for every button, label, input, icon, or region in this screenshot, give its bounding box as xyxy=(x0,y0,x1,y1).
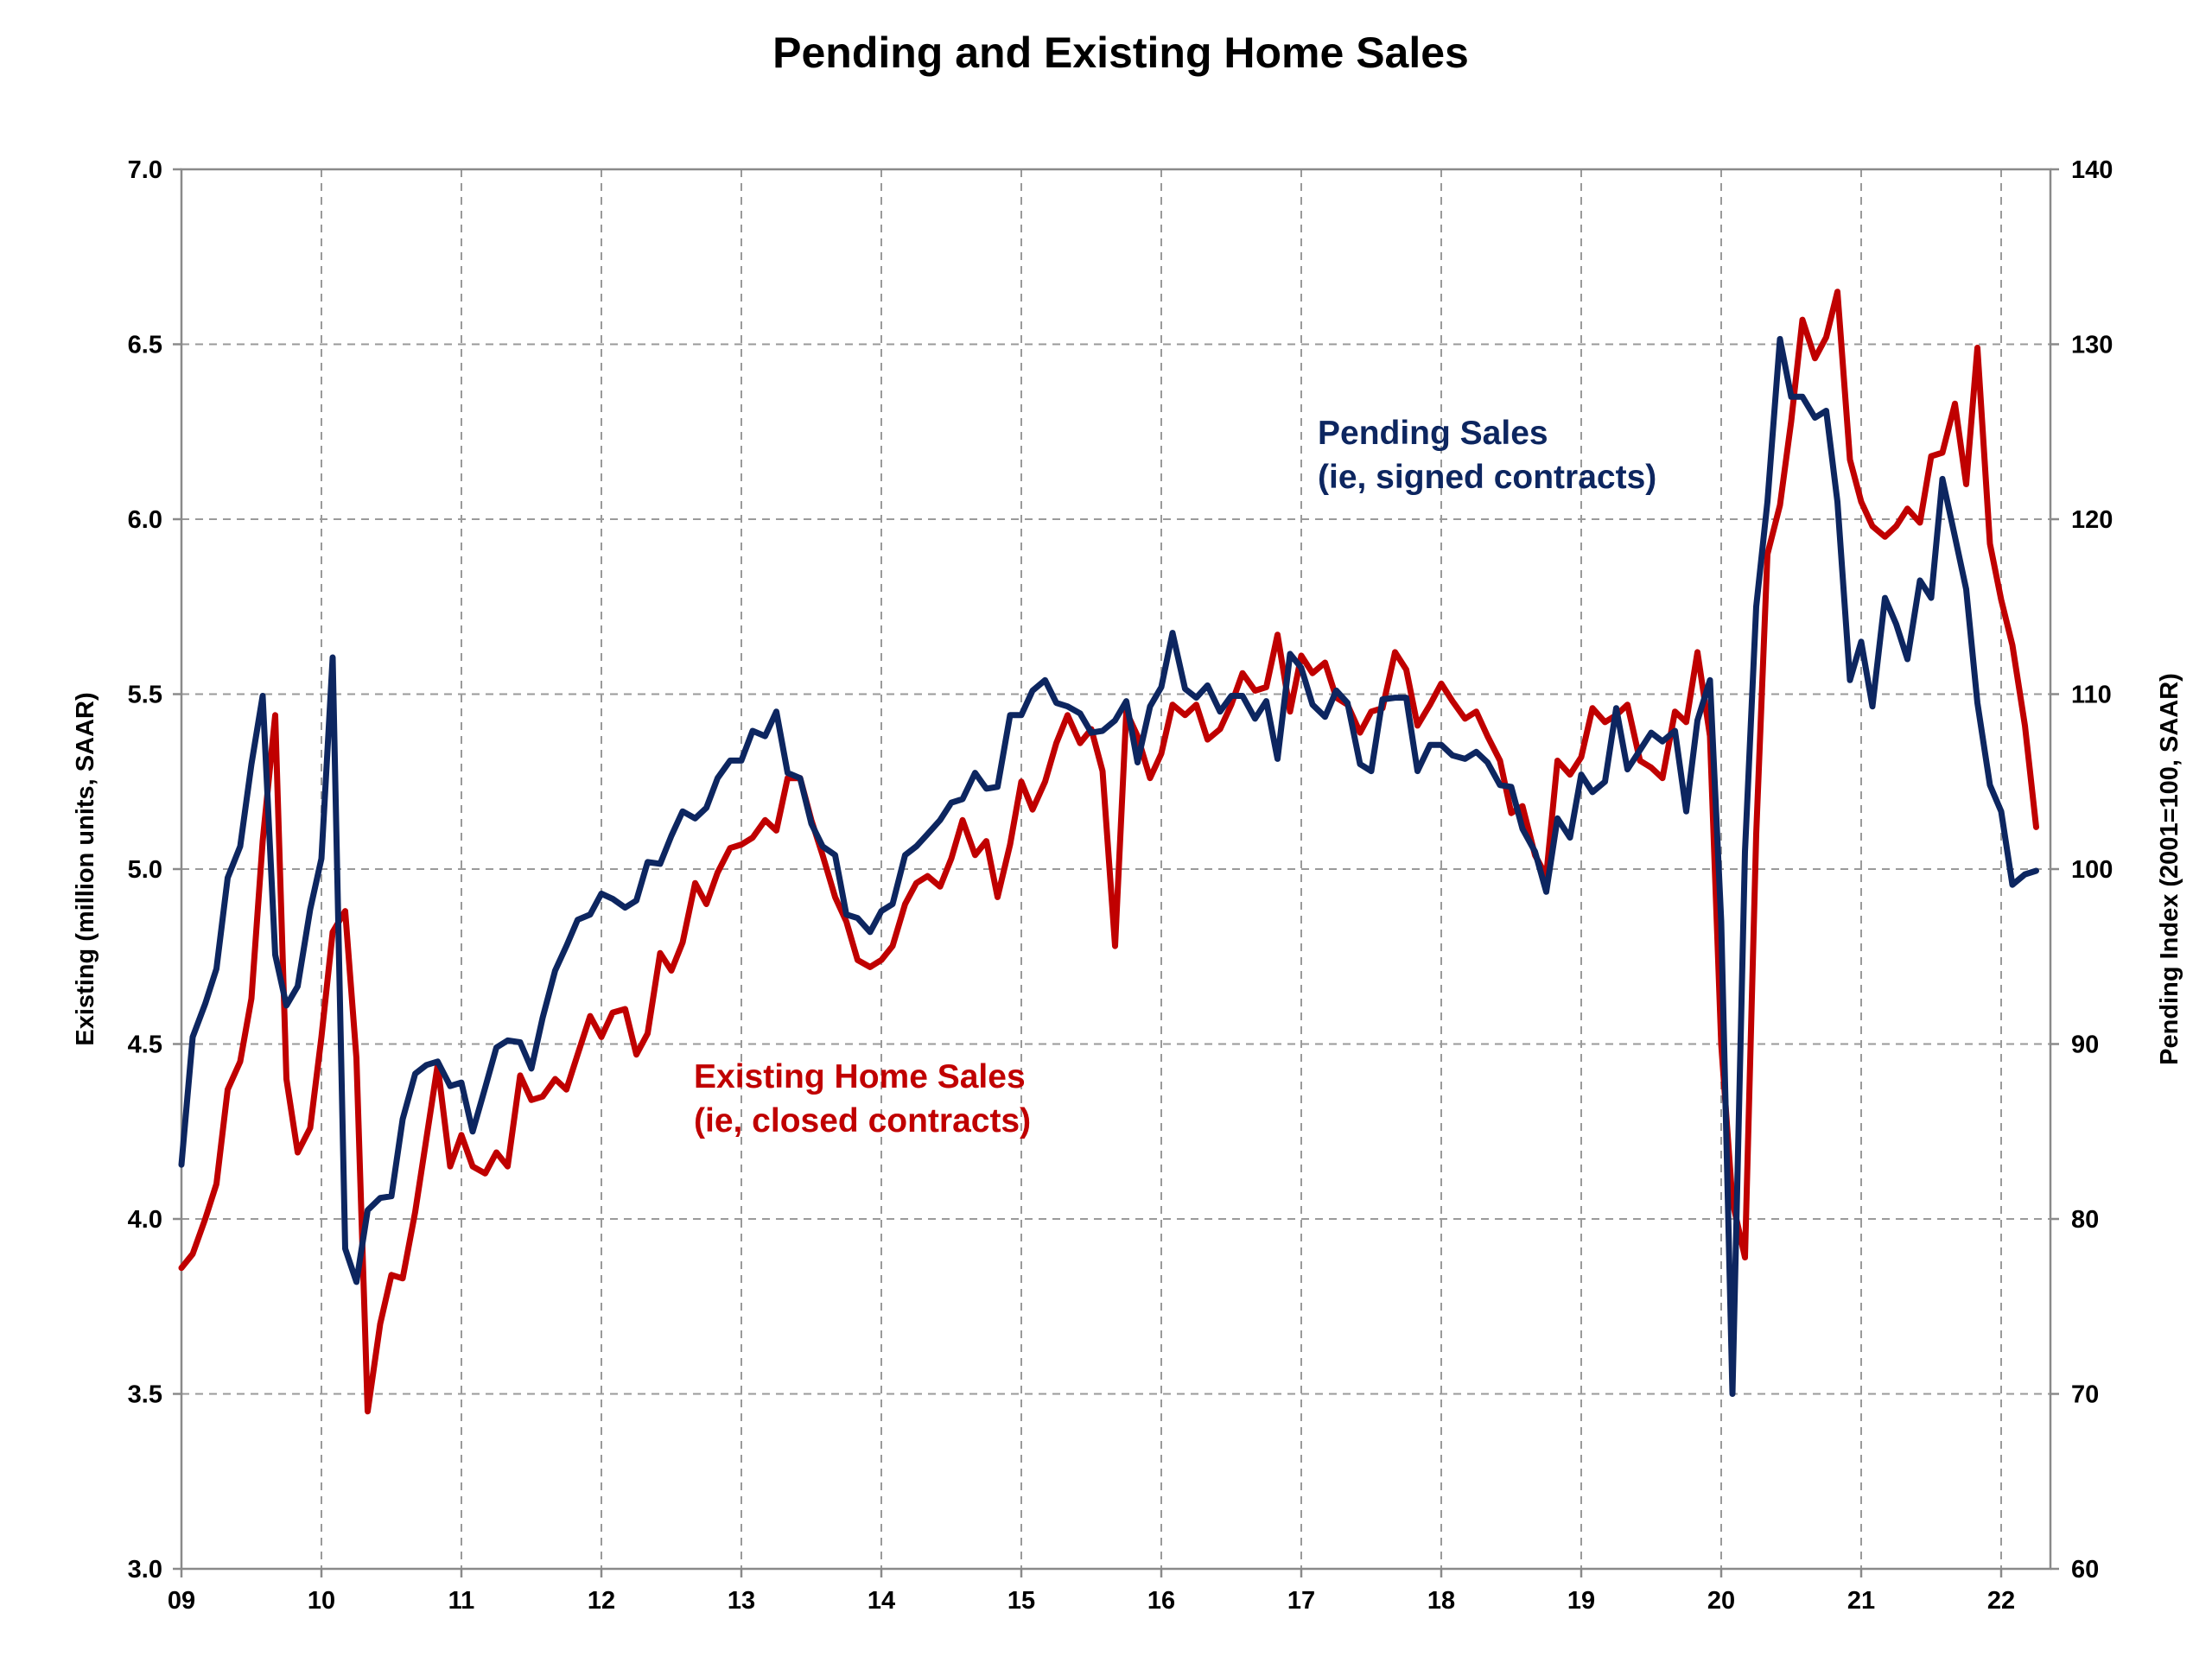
y-right-tick-label: 140 xyxy=(2071,156,2113,184)
x-tick-label: 11 xyxy=(448,1587,475,1615)
y-right-tick-label: 80 xyxy=(2071,1206,2099,1234)
series-layer xyxy=(178,289,2039,1415)
annotation-pending-sales: Pending Sales (ie, signed contracts) xyxy=(1318,415,1656,496)
y-left-tick-label: 5.5 xyxy=(128,682,162,709)
chart-title: Pending and Existing Home Sales xyxy=(772,29,1469,77)
y-left-tick-label: 3.5 xyxy=(128,1381,162,1409)
y-right-tick-label: 120 xyxy=(2071,506,2113,534)
y-right-tick-label: 60 xyxy=(2071,1556,2099,1584)
x-tick-label: 12 xyxy=(588,1587,615,1615)
pending-sales-line xyxy=(178,335,2039,1397)
x-tick-label: 17 xyxy=(1287,1587,1315,1615)
x-tick-label: 22 xyxy=(1987,1587,2015,1615)
annotation-existing-line2: (ie, closed contracts) xyxy=(694,1102,1031,1139)
gridlines xyxy=(181,169,2050,1569)
y-left-tick-label: 6.5 xyxy=(128,332,162,359)
annotation-existing-line1: Existing Home Sales xyxy=(694,1058,1026,1095)
x-tick-label: 10 xyxy=(308,1587,335,1615)
y-left-tick-label: 7.0 xyxy=(128,156,162,184)
x-tick-label: 09 xyxy=(168,1587,195,1615)
y-axis-left: 3.0 3.5 4.0 4.5 5.0 5.5 6.0 6.5 7.0 xyxy=(128,156,181,1584)
y-left-tick-label: 3.0 xyxy=(128,1556,162,1584)
x-tick-label: 19 xyxy=(1567,1587,1595,1615)
y-right-tick-label: 130 xyxy=(2071,332,2113,359)
x-tick-label: 21 xyxy=(1847,1587,1875,1615)
y-left-tick-label: 4.5 xyxy=(128,1031,162,1059)
annotation-existing-sales: Existing Home Sales (ie, closed contract… xyxy=(694,1058,1031,1139)
y-right-tick-label: 110 xyxy=(2071,682,2112,709)
y-left-tick-label: 5.0 xyxy=(128,856,162,884)
x-tick-label: 16 xyxy=(1147,1587,1175,1615)
y-right-tick-label: 70 xyxy=(2071,1381,2099,1409)
existing-home-sales-line xyxy=(178,289,2039,1415)
annotation-pending-line1: Pending Sales xyxy=(1318,415,1548,452)
annotation-pending-line2: (ie, signed contracts) xyxy=(1318,459,1656,496)
x-tick-label: 20 xyxy=(1707,1587,1735,1615)
x-tick-label: 13 xyxy=(728,1587,755,1615)
x-tick-label: 15 xyxy=(1007,1587,1035,1615)
y-axis-right: 60 70 80 90 100 110 120 130 140 xyxy=(2050,156,2113,1584)
x-tick-label: 18 xyxy=(1427,1587,1455,1615)
x-axis: 09 10 11 12 13 14 15 16 17 18 19 20 21 22 xyxy=(168,1569,2015,1615)
y-left-tick-label: 6.0 xyxy=(128,506,162,534)
y-left-tick-label: 4.0 xyxy=(128,1206,162,1234)
y-right-tick-label: 90 xyxy=(2071,1031,2099,1059)
y-axis-right-label: Pending Index (2001=100, SAAR) xyxy=(2156,673,2183,1065)
x-tick-label: 14 xyxy=(868,1587,895,1615)
y-axis-left-label: Existing (million units, SAAR) xyxy=(72,692,99,1045)
y-right-tick-label: 100 xyxy=(2071,856,2113,884)
